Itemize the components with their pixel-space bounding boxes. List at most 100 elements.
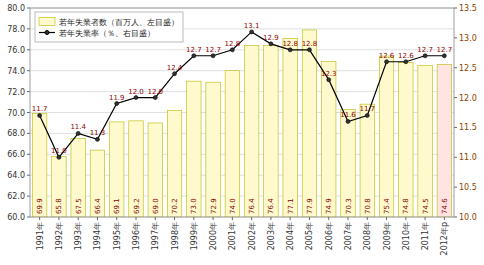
tick-mark — [251, 217, 252, 220]
bar-label: 65.8 — [55, 198, 63, 214]
bar-label: 74.5 — [422, 198, 430, 214]
bar — [283, 38, 297, 217]
tick-mark — [386, 217, 387, 220]
tick-mark — [328, 217, 329, 220]
tick-mark — [213, 217, 214, 220]
line-label: 11.7 — [32, 105, 48, 113]
x-tick-label: 2011年 — [421, 222, 430, 250]
bar-label: 74.0 — [229, 198, 237, 214]
bar-label: 76.4 — [267, 198, 275, 214]
tick-mark — [454, 67, 457, 68]
tick-mark — [454, 97, 457, 98]
line-label: 12.7 — [186, 46, 202, 54]
line-label: 12.9 — [263, 34, 279, 42]
tick-mark — [78, 217, 79, 220]
bar-label: 67.5 — [75, 198, 83, 214]
line-label: 13.1 — [244, 22, 260, 30]
bar-label: 70.8 — [364, 198, 372, 214]
line-label: 11.6 — [340, 111, 356, 119]
tick-mark — [309, 217, 310, 220]
line-marker — [307, 48, 311, 52]
x-tick-label: 2010年 — [402, 222, 411, 250]
x-tick-label: 1998年 — [171, 222, 180, 250]
x-tick-label: 2009年 — [383, 222, 392, 250]
tick-mark — [405, 217, 406, 220]
line-label: 11.3 — [90, 129, 106, 137]
y-tick-label: 72.0 — [7, 88, 25, 97]
line-label: 12.8 — [302, 40, 318, 48]
tick-mark — [290, 217, 291, 220]
bar-label: 66.4 — [94, 198, 102, 214]
bar — [322, 61, 336, 217]
bar — [32, 114, 46, 217]
line-label: 11.0 — [51, 147, 67, 155]
x-tick-label: 2008年 — [363, 222, 372, 250]
tick-mark — [58, 217, 59, 220]
x-tick-label: 1996年 — [132, 222, 141, 250]
x-tick-label: 1999年 — [190, 222, 199, 250]
x-tick-label: 2006年 — [325, 222, 334, 250]
bar-label: 73.0 — [190, 198, 198, 214]
bar — [360, 104, 374, 217]
chart: 60.062.064.066.068.070.072.074.076.078.0… — [0, 0, 484, 265]
bar — [244, 46, 258, 217]
line-marker — [134, 96, 138, 100]
line-label: 12.3 — [321, 70, 337, 78]
bar — [52, 156, 66, 217]
line-label: 12.8 — [282, 40, 298, 48]
bar — [167, 110, 181, 217]
y2-tick-label: 13.0 — [459, 34, 477, 43]
line-marker — [288, 48, 292, 52]
line-marker — [173, 72, 177, 76]
bar-label: 70.3 — [345, 198, 353, 214]
line-marker — [442, 54, 446, 58]
bar — [264, 46, 278, 217]
x-tick-label: 2005年 — [305, 222, 314, 250]
line-label: 11.7 — [359, 105, 375, 113]
y-tick-label: 80.0 — [7, 4, 25, 13]
y2-tick-label: 11.0 — [459, 153, 477, 162]
bar-label: 72.9 — [210, 198, 218, 214]
line-marker — [76, 131, 80, 135]
bar — [399, 62, 413, 217]
tick-mark — [136, 217, 137, 220]
tick-mark — [348, 217, 349, 220]
y2-tick-label: 12.5 — [459, 64, 477, 73]
x-tick-label: 2012年p — [440, 222, 449, 255]
tick-mark — [27, 8, 30, 9]
tick-mark — [444, 217, 445, 220]
bar — [90, 150, 104, 217]
bar — [341, 109, 355, 217]
x-tick-label: 1992年 — [55, 222, 64, 250]
line-marker — [153, 96, 157, 100]
plot-marks — [32, 30, 451, 217]
tick-mark — [116, 217, 117, 220]
tick-mark — [27, 28, 30, 29]
tick-mark — [39, 217, 40, 220]
bar-label: 69.9 — [36, 198, 44, 214]
bar — [206, 82, 220, 217]
tick-mark — [27, 196, 30, 197]
bar-label: 77.1 — [287, 198, 295, 214]
line-label: 12.7 — [437, 46, 453, 54]
y-tick-label: 74.0 — [7, 67, 25, 76]
line-marker — [230, 48, 234, 52]
bar — [129, 121, 143, 217]
line-marker — [423, 54, 427, 58]
bar-label: 76.4 — [248, 198, 256, 214]
tick-mark — [27, 154, 30, 155]
line-label: 12.0 — [128, 88, 144, 96]
line-label: 12.7 — [205, 46, 221, 54]
y2-tick-label: 12.0 — [459, 94, 477, 103]
bar — [437, 64, 451, 217]
x-tick-label: 2004年 — [286, 222, 295, 250]
y2-tick-label: 11.5 — [459, 123, 477, 132]
line-marker — [95, 137, 99, 141]
bar-label: 74.8 — [402, 198, 410, 214]
bar-label: 74.9 — [325, 198, 333, 214]
line — [40, 32, 445, 157]
line-marker — [404, 60, 408, 64]
line-marker — [269, 42, 273, 46]
line-label: 12.8 — [225, 40, 241, 48]
bar-label: 77.9 — [306, 198, 314, 214]
